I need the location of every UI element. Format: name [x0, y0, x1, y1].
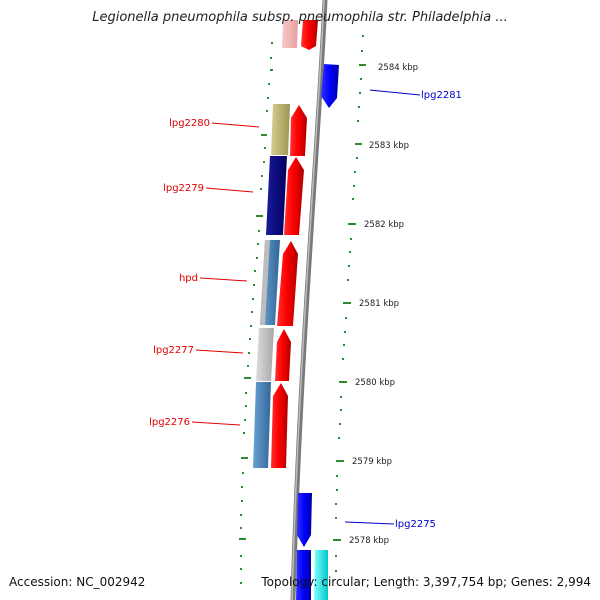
position-ticks: 2584 kbp 2583 kbp 2582 kbp 2581 kbp 2580… [349, 63, 418, 546]
gene-label-hpd[interactable]: hpd [179, 273, 198, 284]
tick-2580-label: 2580 kbp [355, 378, 395, 388]
genome-backbone-highlight [291, 0, 325, 600]
tick-2583-label: 2583 kbp [369, 141, 409, 151]
gene-label-connectors [191, 89, 421, 525]
tick-2584-label: 2584 kbp [378, 63, 418, 73]
gc-content-track-inner [239, 42, 273, 584]
cds-reverse-lpg2279 [284, 157, 304, 235]
cog-feature-lpg2280 [271, 104, 290, 155]
cog-feature-top-partial [282, 20, 298, 48]
cds-reverse-lpg2277 [275, 329, 291, 381]
tick-2578-label: 2578 kbp [349, 536, 389, 546]
tick-2581-label: 2581 kbp [359, 299, 399, 309]
genome-backbone [290, 0, 328, 600]
gene-label-lpg2280[interactable]: lpg2280 [169, 118, 210, 129]
gene-label-lpg2277[interactable]: lpg2277 [153, 345, 194, 356]
cds-forward-lpg2275 [297, 493, 312, 547]
gene-label-lpg2281[interactable]: lpg2281 [421, 90, 462, 101]
accession-label: Accession: NC_002942 [9, 575, 146, 589]
genome-summary: Topology: circular; Length: 3,397,754 bp… [261, 575, 591, 589]
cog-feature-lpg2276 [253, 382, 271, 468]
gene-label-lpg2279[interactable]: lpg2279 [163, 183, 204, 194]
cds-forward-bottom-partial [296, 550, 311, 600]
gene-label-lpg2276[interactable]: lpg2276 [149, 417, 190, 428]
cog-feature-hpd-gray [260, 240, 270, 325]
cds-reverse-hpd [277, 241, 298, 326]
cds-reverse-lpg2280 [290, 105, 307, 156]
gene-label-lpg2275[interactable]: lpg2275 [395, 519, 436, 530]
cog-feature-lpg2279 [266, 156, 287, 235]
tick-2582-label: 2582 kbp [364, 220, 404, 230]
cog-feature-bottom-cyan [314, 550, 328, 600]
cog-feature-lpg2277 [256, 328, 274, 381]
cds-forward-lpg2281 [321, 64, 339, 108]
tick-2579-label: 2579 kbp [352, 457, 392, 467]
genome-title: Legionella pneumophila subsp. pneumophil… [92, 10, 508, 25]
gc-content-track-outer [333, 35, 366, 572]
cds-reverse-lpg2276 [271, 383, 288, 468]
cds-reverse-top-partial [301, 20, 318, 50]
